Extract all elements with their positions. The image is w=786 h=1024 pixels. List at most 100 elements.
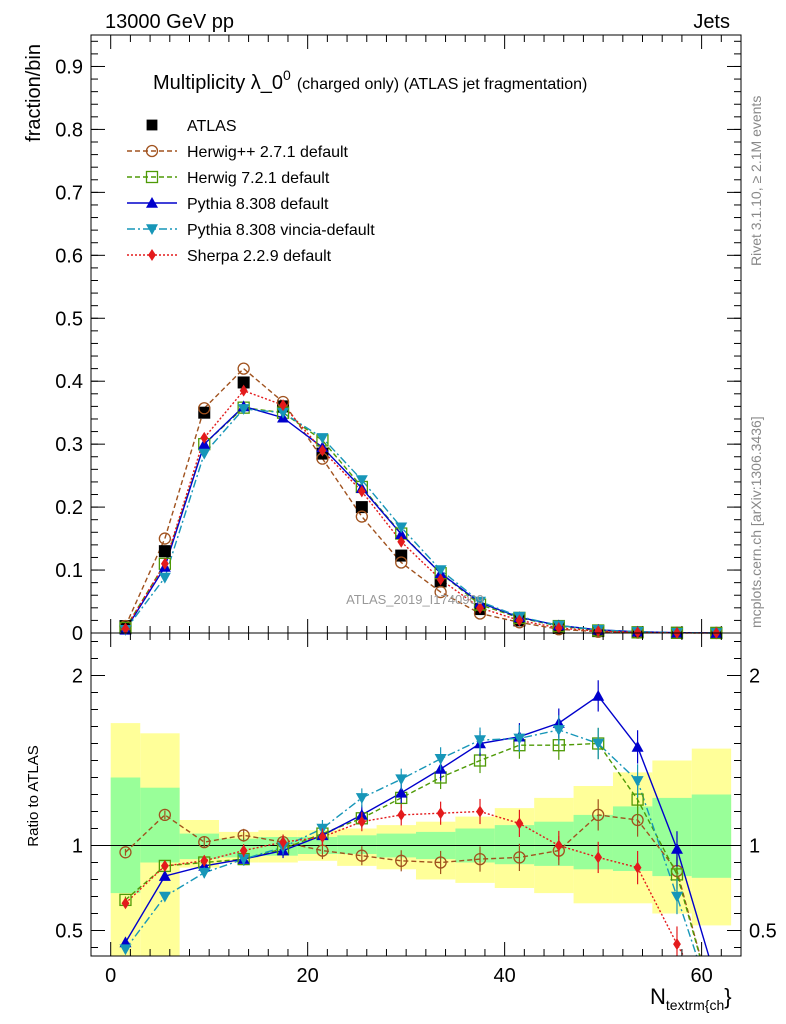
ratio-band-inner xyxy=(110,777,141,894)
ratio-y-ticks: 0.5 0.5 1 1 2 2 xyxy=(55,641,777,948)
mc-point-4 xyxy=(395,522,408,534)
main-panel: 0 0.1 0.2 0.3 0.4 0.5 0.6 0.7 0.8 0.9 ATLAS_2019_… xyxy=(23,34,742,645)
main-y-axis-label: fraction/bin xyxy=(23,44,45,142)
main-y-tick-label: 0.7 xyxy=(55,182,83,204)
main-line-1 xyxy=(124,367,717,634)
ratio-point-4 xyxy=(119,944,132,956)
legend-marker-1 xyxy=(145,144,159,158)
main-y-tick-label: 0.1 xyxy=(55,560,83,582)
ratio-point-5 xyxy=(673,938,681,951)
ratio-band-inner xyxy=(179,833,220,860)
mc-point-5 xyxy=(357,485,366,498)
mc-point-1 xyxy=(355,510,368,523)
mc-point-4 xyxy=(434,565,447,577)
header-energy-label: 13000 GeV pp xyxy=(105,11,234,33)
ratio-point-1 xyxy=(198,835,211,849)
ratio-point-5 xyxy=(397,808,406,821)
x-tick-label: 0 xyxy=(105,965,116,987)
ratio-point-1 xyxy=(513,851,526,864)
ratio-y-tick-label-right: 0.5 xyxy=(749,921,777,943)
ratio-y-tick-label: 0.5 xyxy=(55,921,83,943)
legend-label-5: Sherpa 2.2.9 default xyxy=(187,248,332,265)
ratio-point-5 xyxy=(554,839,563,852)
mc-point-1 xyxy=(158,532,172,545)
ratio-point-3 xyxy=(670,842,683,854)
analysis-watermark: ATLAS_2019_I1740909 xyxy=(346,592,484,607)
ratio-y-tick-label: 1 xyxy=(72,836,83,858)
ratio-point-5 xyxy=(318,831,327,843)
main-y-tick-label: 0.3 xyxy=(55,434,83,456)
mc-point-4 xyxy=(237,404,250,415)
chart-title-superscript: 0 xyxy=(283,67,291,83)
mc-point-1 xyxy=(395,556,408,569)
ratio-point-5 xyxy=(594,851,603,864)
mc-point-4 xyxy=(198,448,211,460)
main-series-lines xyxy=(124,367,717,634)
atlas-data-point xyxy=(198,406,211,419)
main-line-4 xyxy=(124,408,717,634)
ratio-point-4 xyxy=(158,891,171,903)
ratio-point-4 xyxy=(355,793,368,804)
atlas-data-point xyxy=(355,501,368,514)
chart-title: Multiplicity λ_00 (charged only) (ATLAS j… xyxy=(153,67,587,94)
ratio-point-5 xyxy=(239,844,248,857)
mc-point-5 xyxy=(515,614,524,627)
legend: ATLAS Herwig++ 2.7.1 default Herwig 7.2.1 … xyxy=(127,118,375,265)
atlas-data-point xyxy=(158,545,171,558)
ratio-point-3 xyxy=(631,740,644,752)
mcplots-label: mcplots.cern.ch [arXiv:1306.3436] xyxy=(748,416,764,628)
legend-marker-4 xyxy=(146,224,158,235)
ratio-point-3 xyxy=(158,870,171,881)
ratio-band-inner xyxy=(219,838,259,858)
main-y-ticks: 0 0.1 0.2 0.3 0.4 0.5 0.6 0.7 0.8 0.9 xyxy=(55,40,741,645)
ratio-point-5 xyxy=(160,859,169,872)
x-axis-label-subscript: textrm{ch xyxy=(666,997,724,1013)
ratio-band-inner xyxy=(534,821,574,866)
mc-point-5 xyxy=(239,384,248,397)
mc-point-5 xyxy=(633,626,642,639)
legend-label-0: ATLAS xyxy=(187,118,237,135)
mc-point-5 xyxy=(279,399,287,412)
mc-point-5 xyxy=(318,444,327,457)
ratio-point-5 xyxy=(279,836,287,849)
ratio-point-4 xyxy=(434,754,447,765)
mc-point-4 xyxy=(316,433,329,444)
ratio-line-3 xyxy=(124,694,710,956)
ratio-point-5 xyxy=(633,861,642,874)
ratio-panel: 0.5 0.5 1 1 2 2 0 20 40 60 Ratio to ATLAS Ntextr… xyxy=(25,632,777,1013)
ratio-point-1 xyxy=(592,808,605,822)
ratio-point-4 xyxy=(395,774,408,786)
mc-point-1 xyxy=(237,362,250,375)
mc-point-4 xyxy=(355,475,368,487)
ratio-point-5 xyxy=(515,817,524,830)
x-axis-label-tail: } xyxy=(724,984,731,1009)
x-tick-label: 40 xyxy=(494,965,516,987)
ratio-series-lines xyxy=(124,694,710,956)
ratio-y-tick-label: 2 xyxy=(72,666,83,688)
ratio-point-4 xyxy=(513,733,526,745)
legend-label-4: Pythia 8.308 vincia-default xyxy=(187,222,375,239)
ratio-point-5 xyxy=(121,897,130,910)
mc-point-5 xyxy=(160,557,169,570)
legend-marker-data xyxy=(146,119,158,131)
mc-point-5 xyxy=(397,535,406,548)
main-y-tick-label: 0.9 xyxy=(55,56,83,78)
mc-point-4 xyxy=(277,407,290,419)
x-axis-label: Ntextrm{ch} xyxy=(650,984,732,1013)
main-y-tick-label: 0.8 xyxy=(55,119,83,141)
chart-title-suffix: (charged only) (ATLAS jet fragmentation) xyxy=(297,76,588,93)
ratio-line-4 xyxy=(124,729,698,956)
ratio-point-1 xyxy=(355,849,368,862)
ratio-band-inner xyxy=(140,787,180,863)
ratio-band-inner xyxy=(691,794,732,878)
chart-title-main: Multiplicity λ_0 xyxy=(153,72,283,94)
mc-point-5 xyxy=(476,601,484,614)
mc-point-5 xyxy=(436,573,445,586)
legend-label-3: Pythia 8.308 default xyxy=(187,196,329,213)
ratio-point-4 xyxy=(631,776,644,787)
mc-point-5 xyxy=(121,622,130,635)
mc-point-1 xyxy=(434,585,447,599)
ratio-point-4 xyxy=(237,854,250,866)
ratio-point-5 xyxy=(476,805,484,818)
